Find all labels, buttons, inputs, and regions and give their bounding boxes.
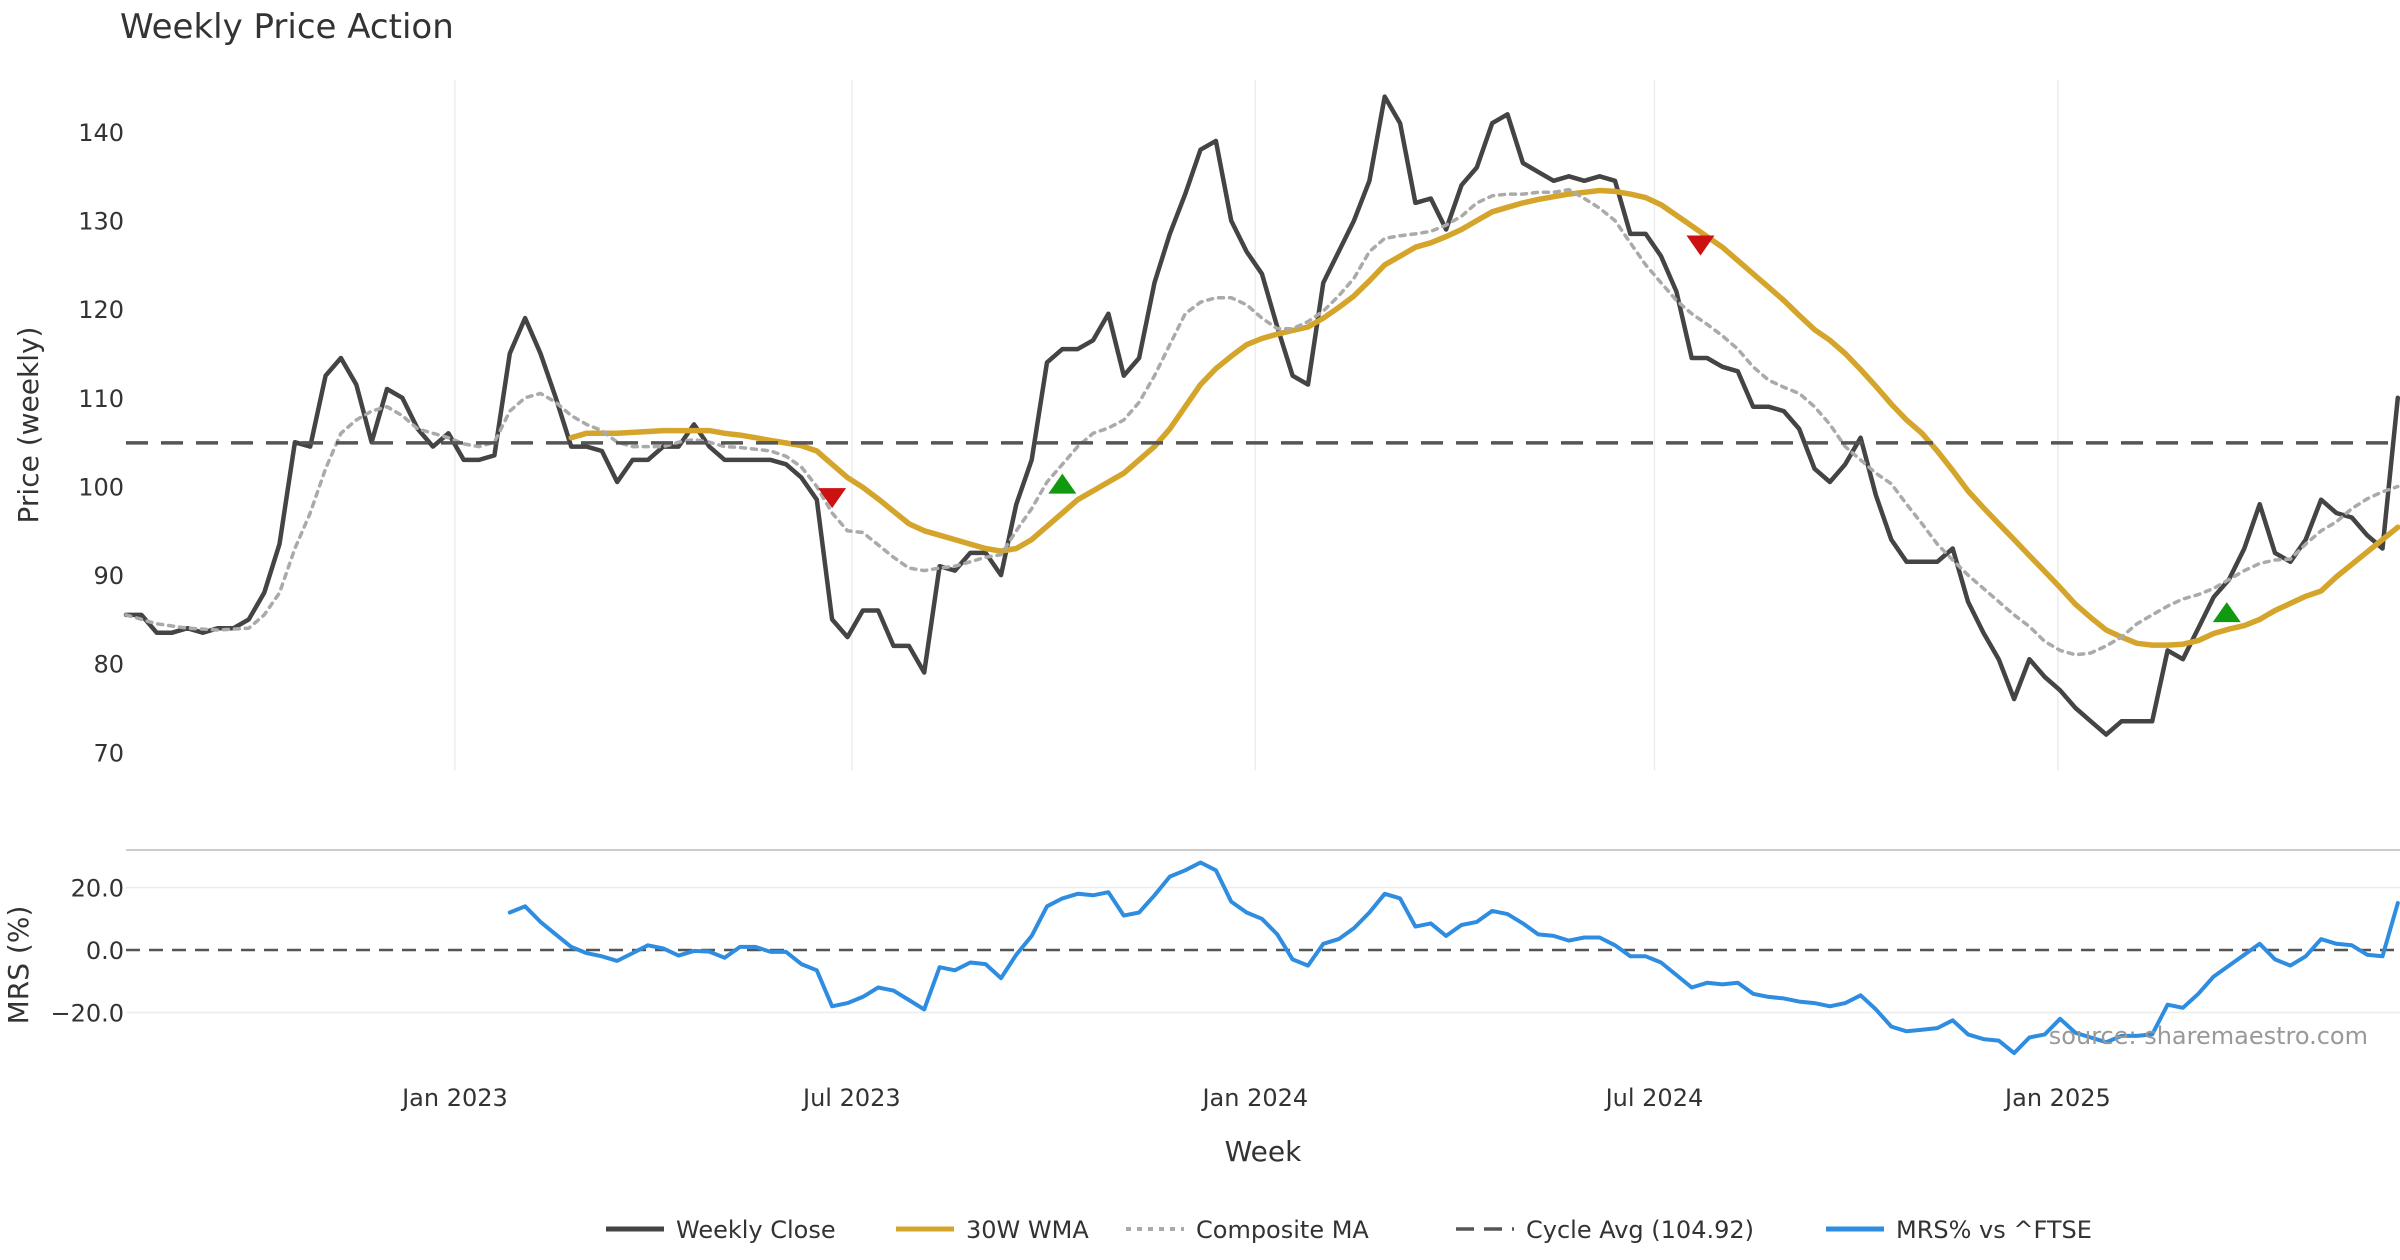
price-y-tick-label: 100 — [78, 473, 124, 501]
mrs-panel — [507, 860, 2400, 1056]
x-axis-label: Week — [1225, 1135, 1302, 1168]
price-y-tick-label: 70 — [93, 739, 124, 767]
legend-label: MRS% vs ^FTSE — [1896, 1216, 2092, 1244]
axes-layer: Jan 2023 Jul 2023 Jan 2024 Jul 2024 Jan 2025… — [50, 119, 2110, 1112]
x-tick-label: Jan 2025 — [2003, 1084, 2111, 1112]
legend-item: Weekly Close — [606, 1216, 836, 1244]
mrs-y-tick-label: −20.0 — [50, 1000, 124, 1028]
mrs-y-axis-label: MRS (%) — [2, 906, 35, 1025]
x-tick-label: Jan 2024 — [1200, 1084, 1308, 1112]
x-tick-label: Jan 2023 — [400, 1084, 508, 1112]
weekly-close-line — [123, 94, 2400, 737]
x-tick-label: Jul 2024 — [1604, 1084, 1704, 1112]
price-y-tick-label: 130 — [78, 208, 124, 236]
legend-item: Cycle Avg (104.92) — [1456, 1216, 1754, 1244]
legend-label: Weekly Close — [676, 1216, 836, 1244]
legend-label: Cycle Avg (104.92) — [1526, 1216, 1754, 1244]
legend-label: Composite MA — [1196, 1216, 1369, 1244]
price-y-tick-label: 80 — [93, 651, 124, 679]
buy-signal-marker — [2212, 602, 2241, 623]
buy-signal-marker — [1048, 473, 1077, 494]
mrs-y-tick-label: 20.0 — [71, 875, 124, 903]
source-note: source: sharemaestro.com — [2049, 1022, 2368, 1050]
sell-signal-marker — [1686, 235, 1715, 256]
legend: Weekly Close 30W WMA Composite MA Cycle Avg… — [606, 1216, 2092, 1244]
mrs-y-tick-label: 0.0 — [86, 937, 124, 965]
price-panel — [123, 94, 2400, 737]
chart-title: Weekly Price Action — [120, 7, 454, 47]
price-y-tick-label: 140 — [78, 119, 124, 147]
legend-item: Composite MA — [1126, 1216, 1369, 1244]
sell-signal-marker — [818, 488, 847, 509]
price-y-tick-label: 90 — [93, 562, 124, 590]
price-y-axis-label: Price (weekly) — [12, 327, 45, 524]
price-y-tick-label: 120 — [78, 296, 124, 324]
price-y-tick-label: 110 — [78, 385, 124, 413]
grid-layer — [126, 80, 2400, 1014]
composite-ma-line — [124, 187, 2400, 657]
legend-item: 30W WMA — [896, 1216, 1089, 1244]
x-tick-label: Jul 2023 — [801, 1084, 901, 1112]
legend-item: MRS% vs ^FTSE — [1826, 1216, 2092, 1244]
mrs-line — [507, 860, 2400, 1056]
wma-30w-line — [568, 187, 2400, 648]
legend-label: 30W WMA — [966, 1216, 1089, 1244]
